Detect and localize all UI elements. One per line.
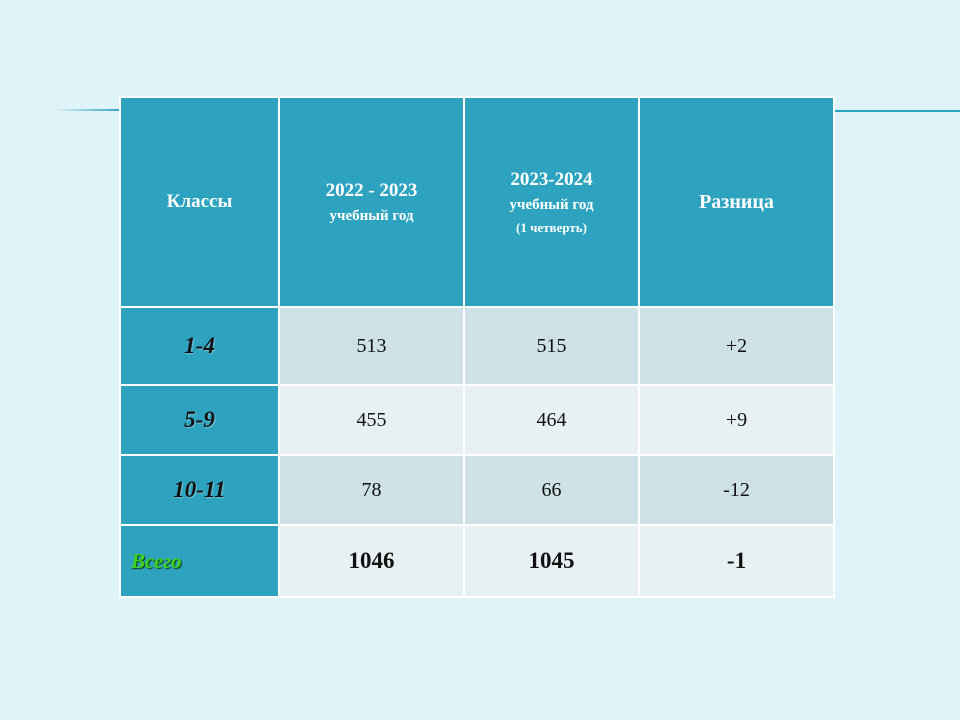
cell-year2: 66 xyxy=(463,454,640,526)
header-difference: Разница xyxy=(638,96,835,308)
table-row: 5-9 455 464 +9 xyxy=(119,384,835,456)
header-year-2022-2023: 2022 - 2023 учебный год xyxy=(278,96,465,308)
total-label: Всего xyxy=(119,524,280,598)
header-year2-note: (1 четверть) xyxy=(515,219,587,235)
decor-line-left xyxy=(55,109,121,111)
header-year1-main: 2022 - 2023 xyxy=(325,179,418,201)
table-row: 10-11 78 66 -12 xyxy=(119,454,835,526)
table-header-row: Классы 2022 - 2023 учебный год 2023-2024… xyxy=(119,96,835,308)
table-total-row: Всего 1046 1045 -1 xyxy=(119,524,835,598)
header-year-2023-2024: 2023-2024 учебный год (1 четверть) xyxy=(463,96,640,308)
cell-diff: +2 xyxy=(638,306,835,386)
header-year2-sub: учебный год xyxy=(509,196,594,213)
cell-year2: 464 xyxy=(463,384,640,456)
decor-line-right xyxy=(832,110,960,112)
total-diff: -1 xyxy=(638,524,835,598)
row-label: 1-4 xyxy=(119,306,280,386)
header-year2-main: 2023-2024 xyxy=(510,168,593,190)
cell-year1: 513 xyxy=(278,306,465,386)
row-label: 5-9 xyxy=(119,384,280,456)
total-year2: 1045 xyxy=(463,524,640,598)
total-year1: 1046 xyxy=(278,524,465,598)
row-label: 10-11 xyxy=(119,454,280,526)
header-year1-sub: учебный год xyxy=(329,207,414,224)
cell-diff: -12 xyxy=(638,454,835,526)
enrollment-table: Классы 2022 - 2023 учебный год 2023-2024… xyxy=(119,96,835,598)
cell-year1: 78 xyxy=(278,454,465,526)
table-row: 1-4 513 515 +2 xyxy=(119,306,835,386)
cell-year2: 515 xyxy=(463,306,640,386)
header-classes: Классы xyxy=(119,96,280,308)
cell-year1: 455 xyxy=(278,384,465,456)
cell-diff: +9 xyxy=(638,384,835,456)
